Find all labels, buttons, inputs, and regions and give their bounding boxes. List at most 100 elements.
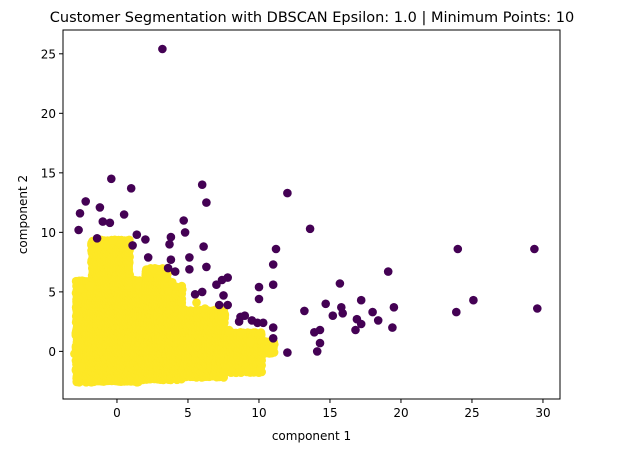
cluster-point	[246, 337, 255, 347]
noise-point	[158, 44, 167, 54]
noise-point	[223, 300, 232, 310]
plot-frame	[62, 29, 561, 400]
noise-point	[254, 282, 264, 292]
noise-point	[179, 216, 188, 225]
noise-point	[300, 306, 309, 316]
noise-point	[95, 203, 105, 212]
noise-point	[98, 217, 108, 226]
noise-point	[75, 209, 85, 218]
cluster-point	[149, 265, 159, 274]
chart-title: Customer Segmentation with DBSCAN Epsilo…	[50, 10, 575, 26]
cluster-point	[192, 298, 201, 307]
noise-point	[105, 218, 115, 228]
x-axis-ticks: 0 5 10 15 20 25 30	[113, 399, 551, 420]
noise-point	[310, 328, 319, 337]
noise-point	[356, 295, 366, 305]
x-axis-label: component 1	[272, 429, 351, 443]
noise-point	[197, 180, 207, 189]
noise-point	[351, 325, 360, 335]
noise-point	[254, 294, 264, 304]
cluster-point	[217, 311, 227, 321]
cluster-point	[268, 339, 278, 349]
y-axis-ticks: 0 5 10 15 20 25	[41, 47, 63, 359]
noise-point	[126, 184, 136, 193]
noise-point	[271, 244, 281, 254]
cluster-point	[101, 240, 110, 249]
noise-point	[356, 319, 366, 329]
y-tick-label: 10	[41, 226, 56, 240]
cluster-point	[200, 304, 210, 313]
noise-point	[212, 280, 221, 290]
noise-point	[202, 198, 211, 207]
noise-point	[283, 348, 292, 357]
cluster-point	[108, 236, 117, 245]
noise-point	[214, 300, 224, 310]
noise-point	[338, 309, 348, 318]
noise-point	[166, 255, 176, 264]
noise-point	[74, 225, 83, 235]
noise-point	[258, 318, 268, 328]
x-tick-label: 0	[113, 406, 121, 420]
y-tick-label: 25	[41, 47, 56, 61]
noise-point	[170, 267, 180, 276]
x-tick-label: 30	[535, 406, 550, 420]
cluster-points-layer	[70, 235, 279, 387]
cluster-point	[236, 328, 245, 337]
noise-point	[107, 174, 116, 184]
noise-point	[388, 323, 397, 332]
cluster-point	[168, 278, 177, 287]
noise-point	[219, 291, 228, 300]
y-tick-label: 0	[48, 345, 56, 359]
noise-point	[132, 230, 142, 239]
cluster-point	[85, 281, 95, 291]
cluster-point	[77, 362, 86, 372]
x-tick-label: 20	[393, 406, 408, 420]
noise-point	[119, 210, 129, 219]
noise-point	[268, 260, 278, 269]
noise-point	[305, 224, 315, 234]
noise-point	[452, 307, 461, 317]
noise-point	[335, 279, 345, 288]
noise-point	[163, 263, 173, 273]
noise-point	[166, 232, 176, 242]
noise-point	[197, 287, 207, 297]
noise-point	[368, 307, 377, 317]
noise-point	[321, 299, 331, 309]
noise-point	[283, 188, 292, 198]
noise-point	[141, 235, 150, 244]
noise-point	[92, 234, 102, 243]
cluster-point	[224, 325, 234, 335]
noise-point	[234, 317, 244, 326]
noise-point	[315, 338, 325, 348]
noise-point	[530, 244, 539, 254]
noise-point	[185, 253, 194, 262]
noise-points-layer	[74, 44, 542, 357]
noise-point	[199, 242, 208, 251]
cluster-point	[75, 284, 85, 293]
noise-point	[312, 347, 322, 356]
noise-point	[268, 323, 278, 332]
y-tick-label: 20	[41, 107, 56, 121]
x-tick-label: 10	[251, 406, 266, 420]
noise-point	[469, 295, 478, 305]
noise-point	[190, 290, 200, 299]
noise-point	[143, 253, 153, 262]
noise-point	[180, 228, 190, 237]
noise-point	[185, 265, 194, 274]
cluster-point	[256, 328, 266, 337]
cluster-point	[267, 348, 277, 357]
x-tick-label: 15	[322, 406, 337, 420]
noise-point	[533, 304, 542, 313]
y-tick-label: 5	[48, 285, 56, 299]
noise-point	[81, 197, 90, 206]
cluster-point	[71, 329, 81, 338]
y-tick-label: 15	[41, 166, 56, 180]
noise-point	[328, 311, 338, 321]
noise-point	[268, 334, 278, 343]
noise-point	[202, 262, 211, 272]
cluster-point	[178, 285, 187, 294]
cluster-point	[70, 349, 79, 359]
noise-point	[128, 241, 137, 250]
noise-point	[268, 280, 278, 290]
